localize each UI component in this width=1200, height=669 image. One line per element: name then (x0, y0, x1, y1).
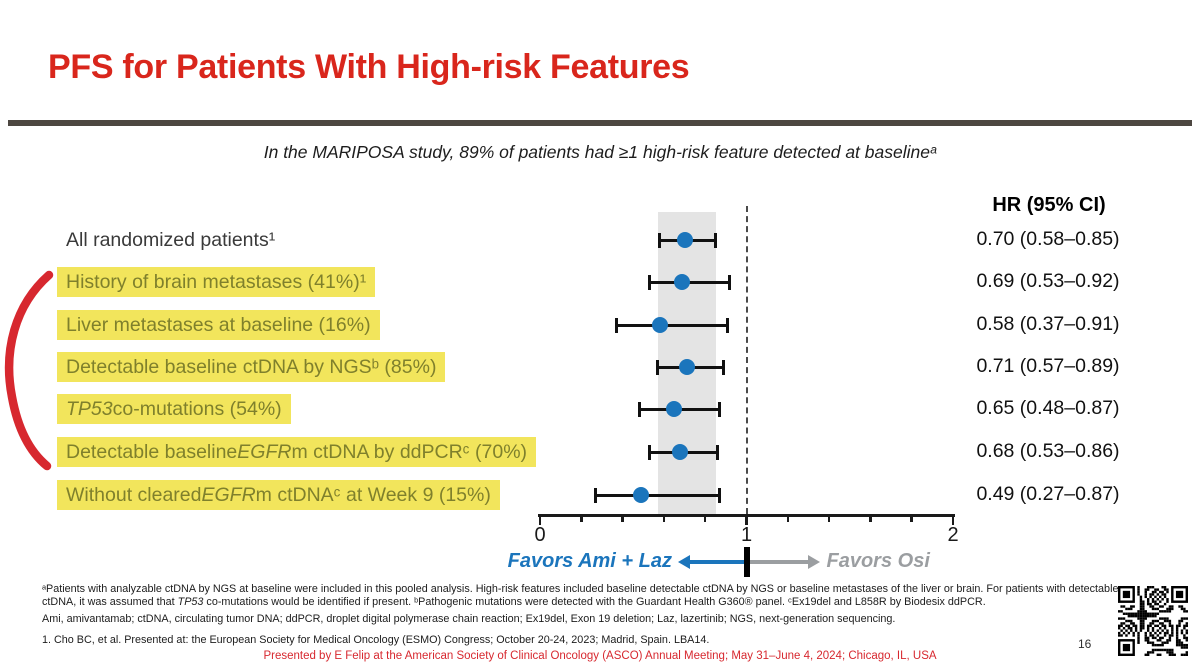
hr-ci-value: 0.69 (0.53–0.92) (976, 270, 1120, 292)
x-axis-tick-label: 1 (740, 524, 753, 546)
title-divider (8, 120, 1192, 126)
favors-right-arrowhead (807, 555, 820, 569)
x-axis-minor-tick (869, 516, 872, 522)
ci-cap-high (714, 232, 718, 248)
x-axis-minor-tick (910, 516, 913, 522)
subtitle: In the MARIPOSA study, 89% of patients h… (263, 142, 937, 162)
row-label-segment: co-mutations (54%) (112, 397, 282, 420)
row-label-segment: TP53 (66, 397, 113, 420)
ci-whisker (595, 493, 720, 497)
presented-by-footer: Presented by E Felip at the American Soc… (263, 650, 937, 662)
hr-ci-value: 0.68 (0.53–0.86) (976, 440, 1120, 462)
ci-cap-low (614, 317, 618, 333)
row-label: TP53 co-mutations (54%) (57, 394, 291, 424)
x-axis-major-tick (951, 516, 955, 525)
text-segment: Ami, amivantamab; ctDNA, circulating tum… (42, 613, 896, 625)
row-label-segment: m ctDNAᶜ at Week 9 (15%) (255, 483, 491, 506)
footnote-line-2: ctDNA, it was assumed that TP53 co-mutat… (42, 596, 1112, 609)
favors-center-bar (743, 547, 750, 577)
row-label: Detectable baseline EGFR m ctDNA by ddPCR… (57, 437, 537, 467)
row-label-segment: All randomized patients¹ (66, 228, 276, 251)
ci-cap-high (722, 359, 726, 375)
row-label: Without cleared EGFR m ctDNAᶜ at Week 9 (… (57, 480, 500, 510)
qr-code (1118, 586, 1188, 656)
page-number: 16 (1078, 637, 1092, 651)
x-axis-minor-tick (621, 516, 624, 522)
reference-line-hr1 (745, 206, 748, 514)
x-axis-minor-tick (580, 516, 583, 522)
favors-right-arrow-line (749, 560, 808, 564)
row-label-segment: m ctDNA by ddPCRᶜ (70%) (291, 440, 528, 463)
x-axis-major-tick (538, 516, 542, 525)
hr-point (678, 359, 695, 375)
footnote-line-1: ᵃPatients with analyzable ctDNA by NGS a… (42, 583, 1118, 596)
x-axis-major-tick (745, 516, 748, 525)
x-axis-tick-label: 2 (947, 524, 959, 546)
ci-cap-high (728, 274, 732, 290)
hr-point (666, 401, 683, 417)
favors-osi-label: Favors Osi (826, 550, 930, 572)
favors-left-arrowhead (678, 555, 690, 569)
footnotes: ᵃPatients with analyzable ctDNA by NGS a… (42, 583, 1118, 647)
row-label-segment: EGFR (201, 483, 256, 506)
x-axis-minor-tick (786, 516, 790, 522)
ci-cap-high (726, 317, 730, 333)
row-label-segment: History of brain metastases (41%)¹ (66, 270, 367, 293)
text-segment: co-mutations would be identified if pres… (203, 596, 986, 608)
row-label-segment: Detectable baseline (66, 440, 238, 463)
row-label: Detectable baseline ctDNA by NGSᵇ (85%) (57, 352, 446, 382)
hr-ci-value: 0.58 (0.37–0.91) (976, 313, 1120, 335)
ci-cap-low (656, 359, 660, 375)
row-label: Liver metastases at baseline (16%) (57, 310, 380, 340)
hr-point (633, 487, 650, 503)
ci-cap-low (594, 487, 598, 503)
ci-cap-high (716, 444, 720, 460)
hr-point (651, 317, 668, 333)
row-label-segment: Liver metastases at baseline (16%) (66, 313, 371, 336)
x-axis-minor-tick (703, 516, 707, 522)
hr-ci-column-header: HR (95% CI) (992, 194, 1106, 216)
hr-ci-value: 0.71 (0.57–0.89) (976, 355, 1120, 377)
red-brace-annotation (4, 270, 54, 471)
ci-cap-low (637, 401, 641, 417)
hr-ci-value: 0.49 (0.27–0.87) (976, 483, 1120, 505)
x-axis-tick-label: 0 (534, 524, 546, 546)
favors-left-arrow-line (689, 560, 744, 564)
ci-whisker (616, 323, 728, 327)
ci-cap-low (658, 232, 662, 248)
x-axis-minor-tick (827, 516, 831, 522)
row-label: History of brain metastases (41%)¹ (57, 267, 376, 297)
page-title: PFS for Patients With High-risk Features (48, 48, 690, 86)
row-label-segment: EGFR (237, 440, 292, 463)
row-label: All randomized patients¹ (57, 225, 284, 255)
ci-cap-high (718, 401, 722, 417)
row-label-segment: Detectable baseline ctDNA by NGSᵇ (85%) (66, 355, 437, 378)
text-segment: 1. Cho BC, et al. Presented at: the Euro… (42, 634, 710, 646)
text-segment: ᵃPatients with analyzable ctDNA by NGS a… (42, 583, 1119, 595)
hr-point (674, 274, 691, 290)
x-axis (538, 514, 955, 517)
ci-cap-low (647, 274, 651, 290)
favors-ami-laz-label: Favors Ami + Laz (507, 550, 672, 572)
hr-point (676, 232, 693, 248)
ci-cap-high (718, 487, 722, 503)
hr-ci-value: 0.70 (0.58–0.85) (976, 228, 1120, 250)
ci-cap-low (647, 444, 651, 460)
hr-point (672, 444, 689, 460)
hr-ci-value: 0.65 (0.48–0.87) (976, 397, 1120, 419)
row-label-segment: Without cleared (66, 483, 202, 506)
footnote-citation: 1. Cho BC, et al. Presented at: the Euro… (42, 634, 1112, 647)
footnote-abbreviations: Ami, amivantamab; ctDNA, circulating tum… (42, 613, 1112, 626)
x-axis-minor-tick (662, 516, 666, 522)
text-segment: ctDNA, it was assumed that (42, 596, 178, 608)
text-segment: TP53 (177, 596, 204, 608)
